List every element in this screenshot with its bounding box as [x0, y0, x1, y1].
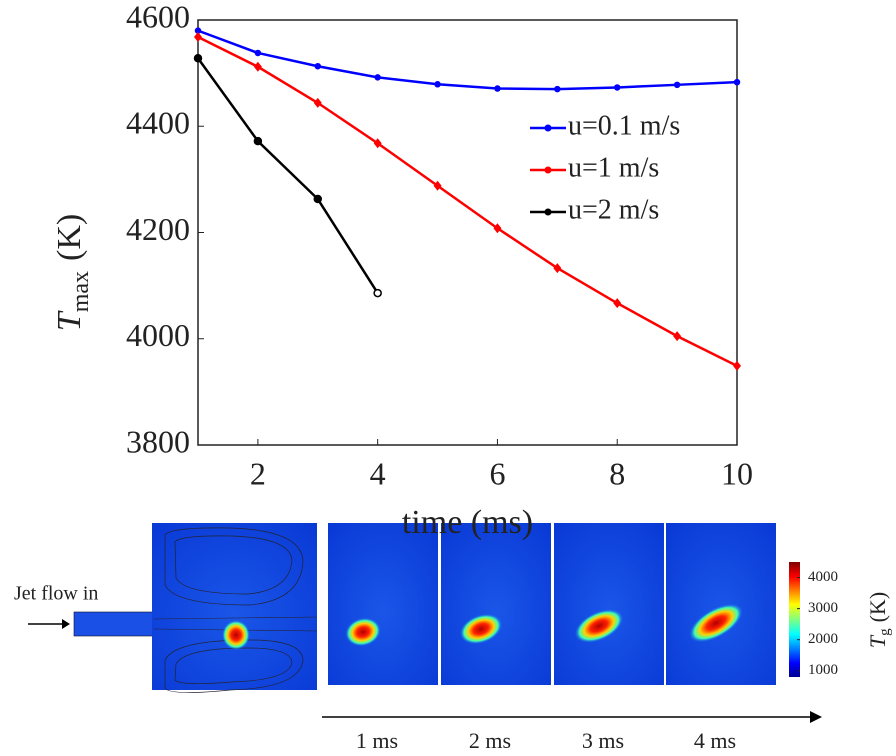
plot-area: [197, 19, 738, 446]
frame-label: 3 ms: [582, 728, 624, 753]
marker: [313, 194, 323, 204]
marker: [434, 81, 441, 88]
hot-spot: [574, 609, 624, 643]
label-part: (K): [865, 592, 890, 623]
legend-label: u=2 m/s: [568, 194, 659, 225]
marker: [253, 61, 262, 72]
colorbar-tick-label: 4000: [808, 569, 838, 585]
colorbar-tick-label: 1000: [808, 662, 838, 678]
marker: [733, 78, 741, 86]
series-line: [196, 57, 379, 294]
y-tick-label: 3800: [126, 423, 190, 459]
label-part: T: [865, 634, 890, 648]
marker: [494, 85, 501, 92]
marker: [613, 298, 622, 309]
label-part: max: [68, 271, 94, 312]
frame-label: 2 ms: [469, 728, 511, 753]
legend-label: u=1 m/s: [568, 152, 659, 183]
series-line: [197, 29, 738, 91]
y-tick-label: 4200: [126, 211, 190, 247]
frame: [554, 523, 664, 685]
heatmap-panel: Jet flow in: [14, 523, 822, 723]
x-axis-label: time (ms): [402, 504, 533, 541]
x-tick-label: 2: [250, 455, 266, 491]
marker: [673, 81, 681, 89]
legend-marker: [544, 208, 552, 216]
x-tick-label: 8: [609, 455, 625, 491]
label-part: T: [51, 310, 88, 331]
frame: [441, 523, 551, 685]
legend-marker: [544, 166, 552, 174]
marker: [373, 288, 382, 298]
y-tick-label: 4000: [126, 317, 190, 353]
series-line: [197, 35, 738, 367]
marker: [374, 74, 381, 81]
marker: [613, 84, 621, 91]
marker: [313, 97, 322, 108]
marker: [493, 223, 502, 234]
marker: [733, 360, 741, 371]
hot-spot: [345, 617, 381, 647]
hot-spot: [459, 613, 503, 645]
hot-spot: [689, 603, 743, 643]
y-axis-label: Tmax (K): [51, 214, 94, 331]
frame: [328, 523, 438, 685]
marker: [193, 54, 203, 63]
legend-marker: [544, 124, 552, 132]
y-tick-label: 4400: [126, 105, 190, 141]
marker: [314, 62, 322, 70]
frame-label: 1 ms: [356, 728, 398, 753]
colorbar-tick-label: 3000: [808, 600, 838, 616]
marker: [553, 263, 562, 274]
inlet-label: Jet flow in: [14, 583, 98, 605]
label-part: g: [877, 628, 893, 636]
marker: [673, 331, 682, 342]
marker: [433, 180, 442, 191]
frame-label: 4 ms: [694, 728, 736, 753]
marker: [194, 32, 202, 42]
x-tick-label: 10: [721, 455, 753, 491]
colorbar-label: Tg (K): [865, 592, 893, 648]
frame: [666, 523, 776, 685]
marker: [373, 138, 382, 149]
x-tick-label: 6: [489, 455, 505, 491]
marker: [554, 85, 561, 93]
y-tick-label: 4600: [126, 0, 190, 34]
legend-label: u=0.1 m/s: [568, 110, 680, 141]
x-tick-label: 4: [370, 455, 386, 491]
colorbar-tick-label: 2000: [808, 631, 838, 647]
label-part: (K): [51, 214, 88, 261]
marker: [253, 136, 263, 146]
marker: [254, 49, 262, 57]
